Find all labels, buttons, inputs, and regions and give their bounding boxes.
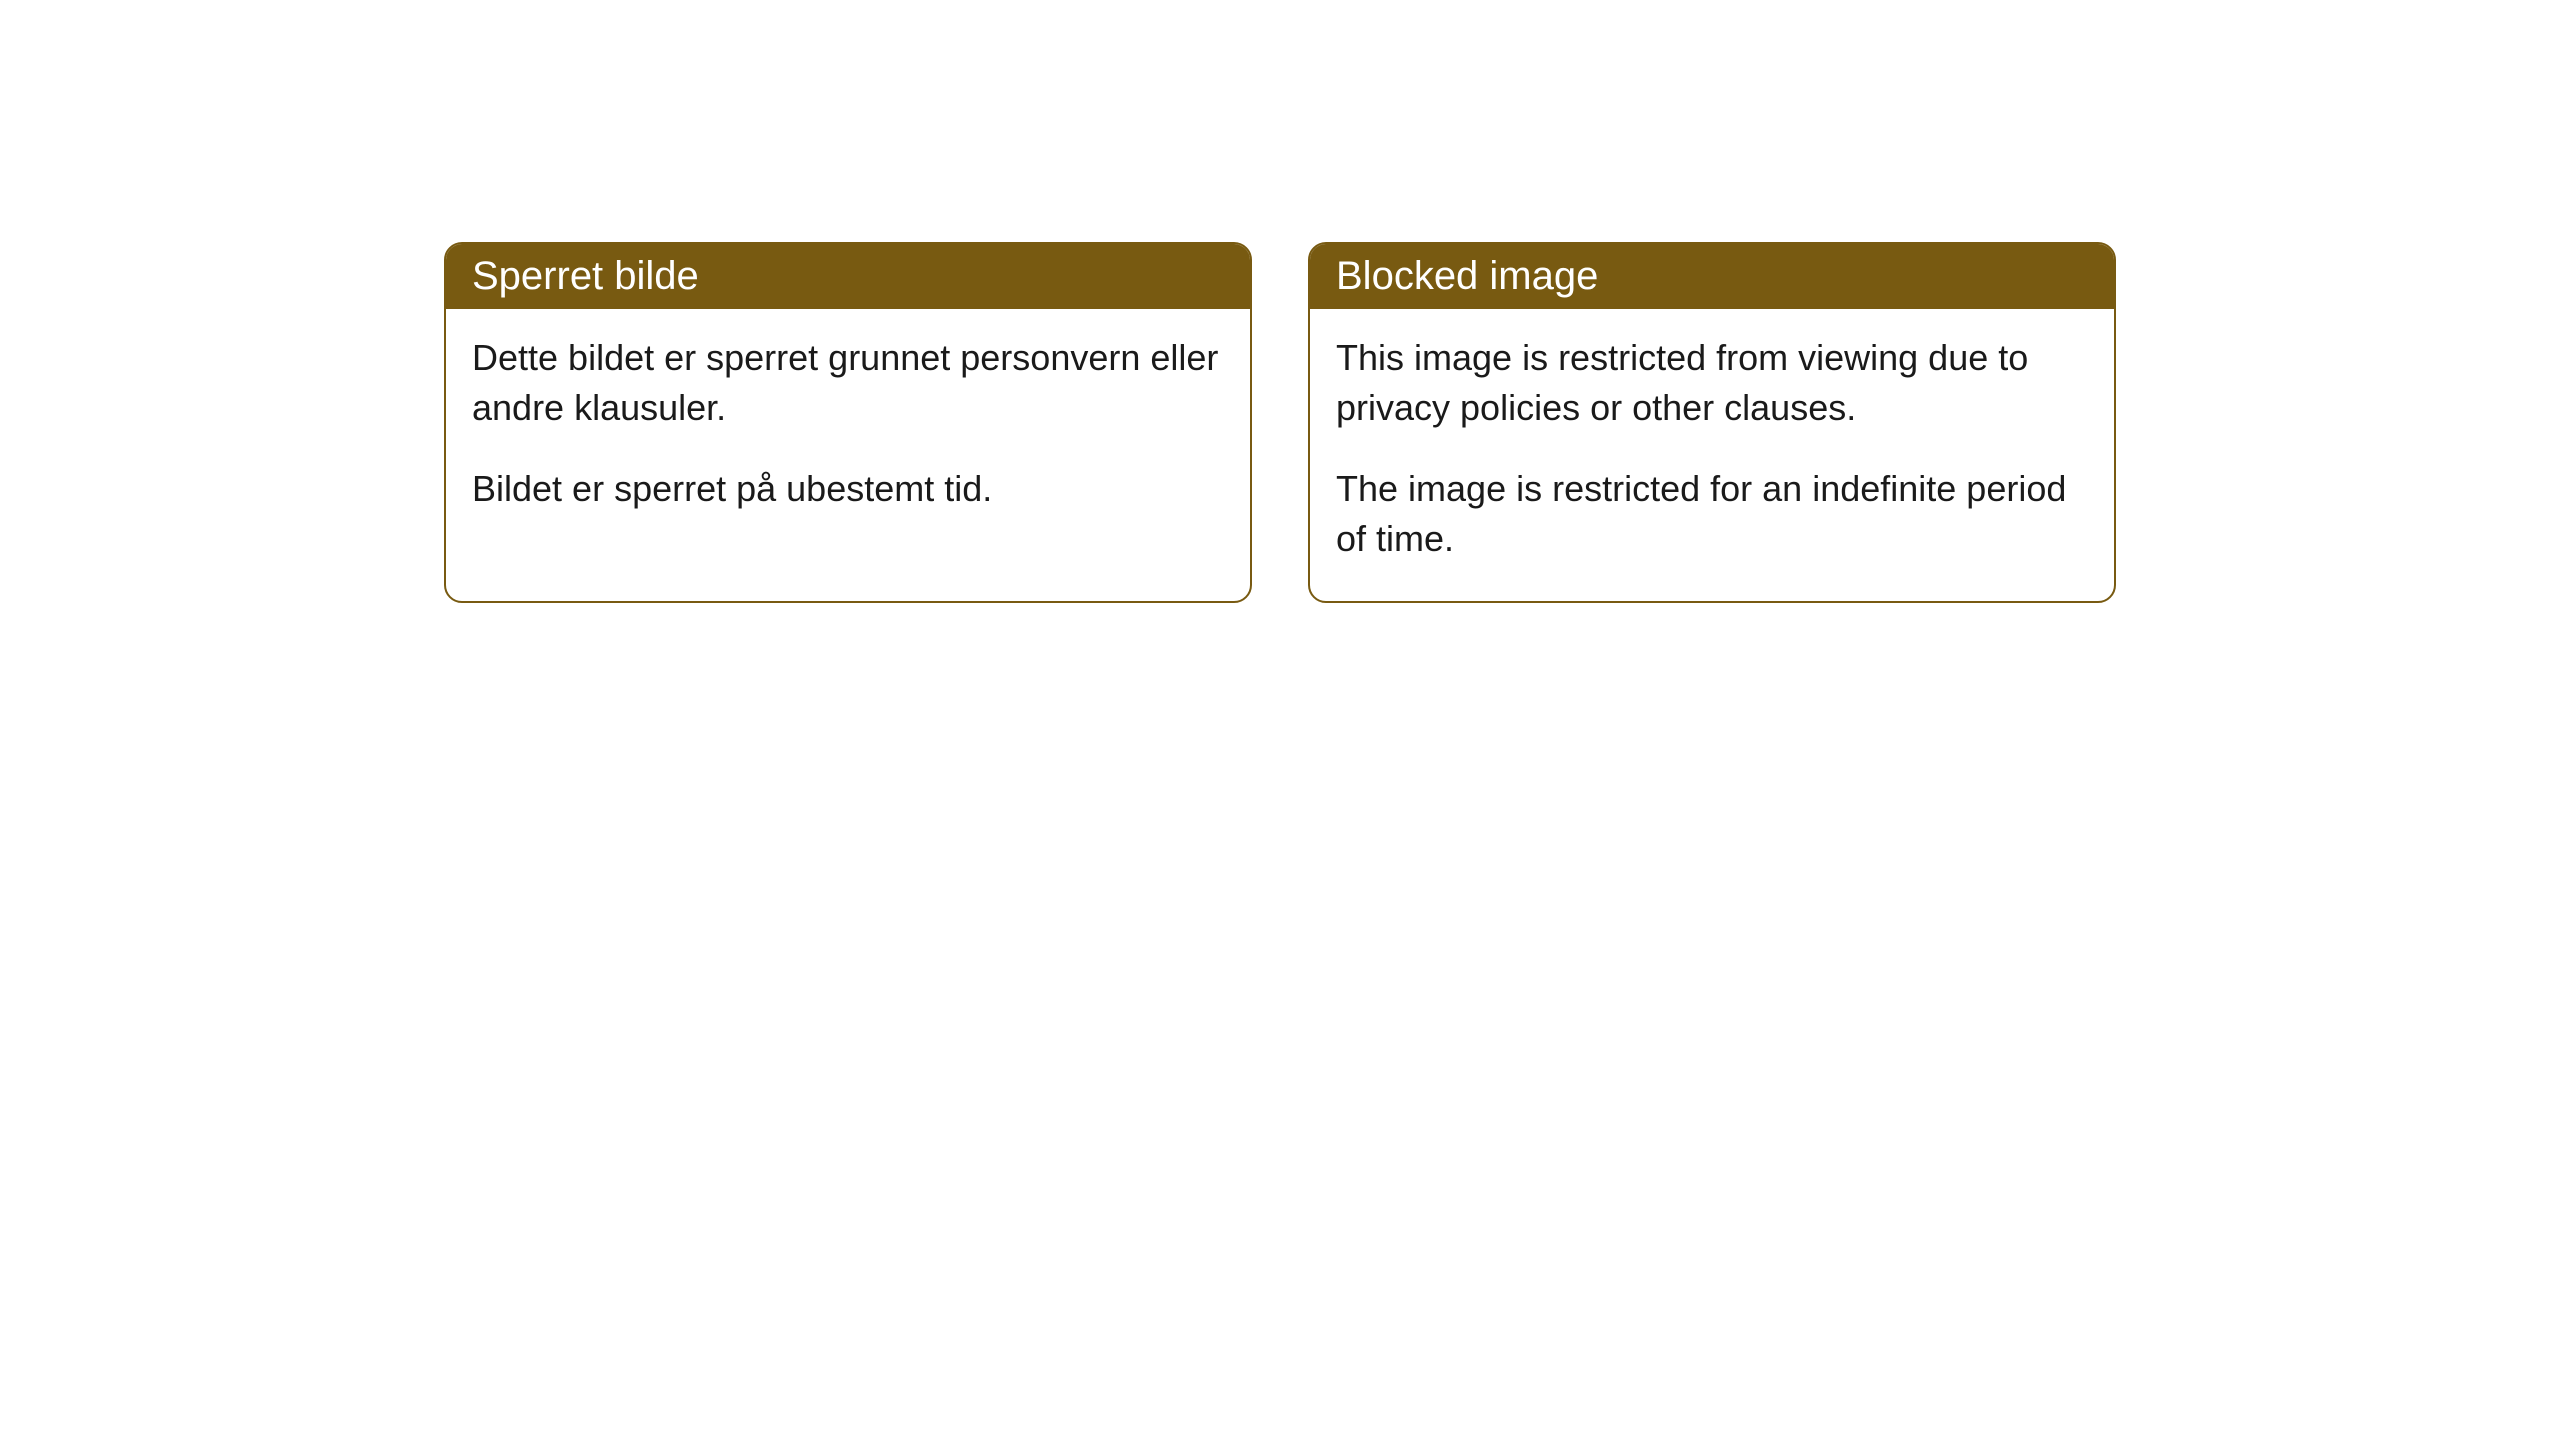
card-body-english: This image is restricted from viewing du… bbox=[1310, 309, 2114, 601]
card-paragraph: The image is restricted for an indefinit… bbox=[1336, 464, 2088, 565]
card-paragraph: Dette bildet er sperret grunnet personve… bbox=[472, 333, 1224, 434]
card-paragraph: Bildet er sperret på ubestemt tid. bbox=[472, 464, 1224, 514]
card-norwegian: Sperret bilde Dette bildet er sperret gr… bbox=[444, 242, 1252, 603]
card-header-english: Blocked image bbox=[1310, 244, 2114, 309]
card-paragraph: This image is restricted from viewing du… bbox=[1336, 333, 2088, 434]
card-body-norwegian: Dette bildet er sperret grunnet personve… bbox=[446, 309, 1250, 550]
card-title: Blocked image bbox=[1336, 254, 1598, 298]
cards-container: Sperret bilde Dette bildet er sperret gr… bbox=[0, 242, 2560, 603]
card-title: Sperret bilde bbox=[472, 254, 699, 298]
card-header-norwegian: Sperret bilde bbox=[446, 244, 1250, 309]
card-english: Blocked image This image is restricted f… bbox=[1308, 242, 2116, 603]
